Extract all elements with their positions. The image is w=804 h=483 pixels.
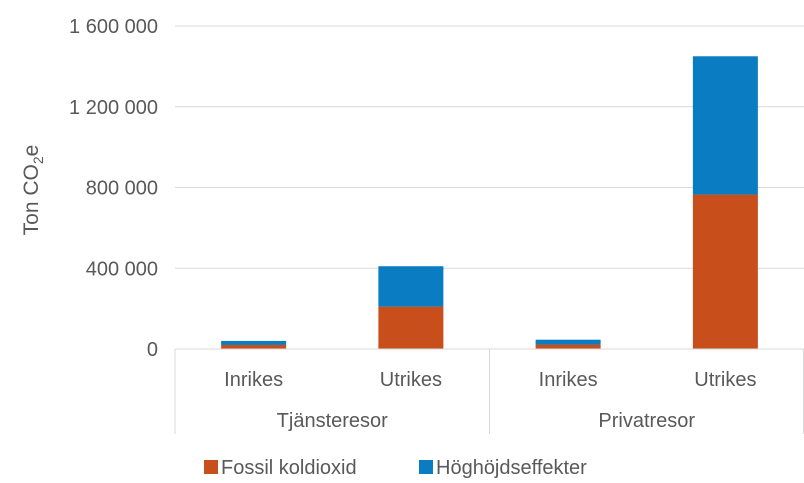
x-category-label: Utrikes (694, 369, 756, 391)
bar-hoghojdseffekter (535, 339, 601, 345)
x-axis: Inrikes Utrikes Inrikes Utrikes Tjänsteresor… (174, 348, 804, 434)
bar-fossil-koldioxid (692, 194, 758, 349)
x-category-label: Utrikes (380, 369, 442, 391)
bar-hoghojdseffekter (692, 56, 758, 195)
y-tick-label: 400 000 (86, 258, 158, 280)
y-tick-label: 1 600 000 (69, 16, 158, 38)
legend: Fossil koldioxid Höghöjdseffekter (204, 457, 587, 479)
x-category-label: Inrikes (224, 369, 283, 391)
y-tick-label: 1 200 000 (69, 97, 158, 119)
legend-label: Fossil koldioxid (221, 457, 357, 479)
bars (221, 56, 758, 349)
y-tick-label: 0 (147, 339, 158, 361)
y-tick-labels: 0 400 000 800 000 1 200 000 1 600 000 (69, 16, 158, 361)
bar-fossil-koldioxid (535, 344, 601, 349)
bar-hoghojdseffekter (378, 266, 444, 307)
bar-fossil-koldioxid (378, 306, 444, 349)
x-group-label: Tjänsteresor (277, 410, 388, 432)
x-category-label: Inrikes (539, 369, 598, 391)
bar-hoghojdseffekter (221, 340, 287, 345)
legend-swatch (419, 460, 433, 474)
y-axis-title: Ton CO2e (20, 145, 46, 236)
legend-swatch (204, 460, 218, 474)
bar-fossil-koldioxid (221, 344, 287, 349)
x-group-label: Privatresor (598, 410, 695, 432)
y-tick-label: 800 000 (86, 178, 158, 200)
legend-label: Höghöjdseffekter (436, 457, 587, 479)
